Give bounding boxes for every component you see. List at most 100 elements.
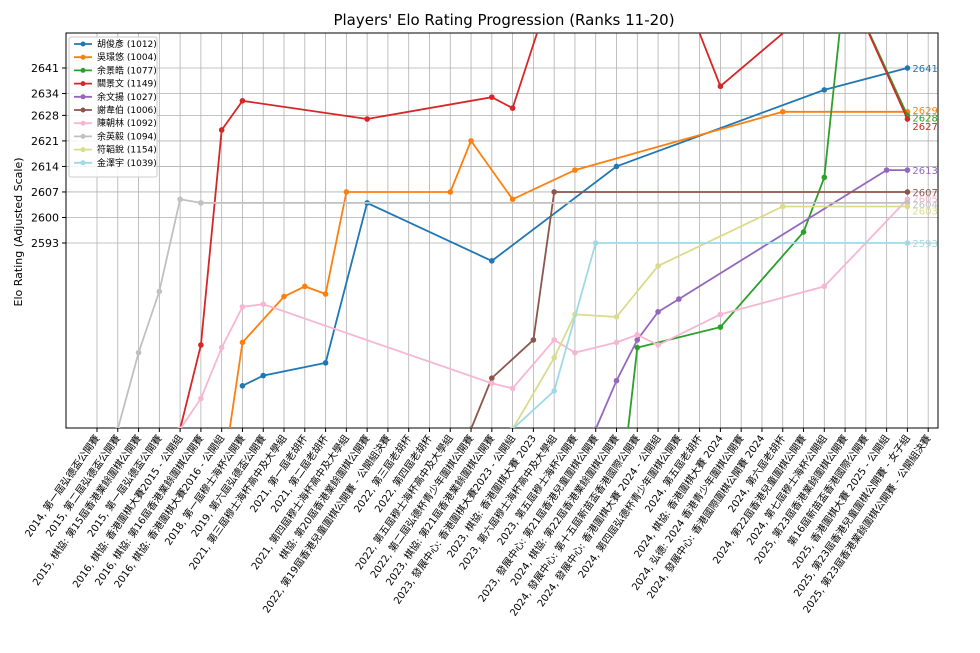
data-point [634, 337, 641, 343]
data-point [530, 337, 537, 343]
legend-label: 胡俊彥 (1012) [97, 38, 157, 50]
data-point [239, 339, 246, 346]
data-point [302, 283, 308, 290]
series-lines [115, 33, 911, 428]
end-value-label: 2607 [912, 188, 937, 199]
data-point [613, 163, 620, 170]
data-point [509, 105, 516, 111]
data-point [489, 94, 495, 100]
data-point [509, 196, 516, 203]
y-tick-label: 2614 [31, 160, 59, 173]
data-point [572, 167, 578, 173]
legend-label: 金澤宇 (1039) [97, 157, 157, 169]
data-point [489, 380, 495, 387]
data-point [593, 426, 599, 428]
data-point [821, 174, 828, 181]
data-point [177, 196, 183, 203]
data-point [821, 283, 828, 290]
data-point [655, 309, 661, 315]
legend-marker [80, 54, 86, 60]
data-point [322, 291, 329, 297]
series-line [179, 198, 909, 428]
end-value-label: 2603 [912, 207, 937, 218]
data-point [613, 339, 620, 346]
y-axis-label: Elo Rating (Adjusted Scale) [12, 157, 25, 306]
data-point [260, 372, 267, 379]
legend-label: 謝韋伯 (1006) [97, 104, 157, 116]
end-value-label: 2605 [912, 194, 937, 205]
data-point [218, 127, 225, 133]
data-point [592, 240, 599, 246]
data-point [198, 200, 204, 206]
data-point [779, 108, 786, 115]
y-axis-ticks: 2593 2600 2607 2614 2621 2628 2634 2641 [31, 62, 66, 250]
legend: 胡俊彥 (1012)吳璟悠 (1004)余景皓 (1077) 關景文 (1149)… [68, 36, 158, 178]
legend-label: 關景文 (1149) [97, 78, 157, 90]
data-point [239, 98, 246, 104]
legend-label: 符韜銳 (1154) [97, 144, 157, 156]
series-line [228, 110, 908, 428]
legend-box [68, 36, 158, 178]
data-point [198, 342, 204, 348]
legend-label: 陳朝林 (1092) [97, 117, 157, 129]
data-point [634, 344, 641, 351]
y-tick-label: 2634 [31, 88, 59, 101]
data-point [468, 426, 474, 428]
data-point [489, 375, 495, 381]
series-line [242, 67, 908, 387]
legend-marker [80, 120, 86, 126]
series-line [179, 33, 909, 428]
end-value-label: 2628 [912, 113, 937, 124]
data-point [343, 189, 350, 195]
data-point [655, 342, 661, 348]
data-point [509, 385, 516, 392]
data-point [572, 349, 578, 356]
series-line [512, 205, 908, 428]
legend-marker [80, 41, 86, 47]
data-point [239, 383, 246, 389]
data-point [779, 203, 786, 210]
data-point [468, 138, 474, 144]
data-point [198, 395, 204, 402]
data-point [717, 311, 724, 318]
legend-marker [80, 67, 86, 73]
plot-area [65, 32, 939, 429]
data-point [135, 349, 142, 356]
data-point [821, 87, 828, 93]
data-point [800, 229, 807, 235]
data-point [904, 203, 911, 210]
legend-marker [80, 147, 86, 153]
end-value-label: 2627 [912, 122, 937, 133]
grid-lines [66, 33, 938, 428]
end-value-label: 2613 [912, 166, 937, 177]
data-point [281, 293, 287, 300]
data-point [510, 426, 516, 428]
data-point [551, 354, 557, 361]
data-point [115, 426, 121, 428]
data-point [177, 426, 183, 428]
legend-marker [80, 81, 86, 87]
legend-label: 余英毅 (1094) [97, 130, 157, 142]
series-line [595, 169, 908, 428]
y-tick-label: 2621 [31, 135, 59, 148]
data-point [322, 360, 329, 366]
data-point [655, 263, 661, 269]
data-point [239, 303, 246, 310]
end-value-label: 2604 [912, 200, 937, 211]
data-point [260, 301, 267, 308]
data-point [717, 324, 724, 330]
data-point [156, 288, 163, 295]
data-point [634, 332, 641, 338]
data-point [904, 240, 911, 246]
data-point [904, 65, 911, 71]
y-tick-label: 2593 [31, 237, 59, 250]
legend-label: 余文揚 (1027) [97, 91, 157, 103]
data-point [551, 337, 557, 343]
y-tick-label: 2628 [31, 109, 59, 122]
y-tick-label: 2641 [31, 62, 59, 75]
data-point [676, 296, 682, 302]
legend-marker [80, 160, 86, 166]
